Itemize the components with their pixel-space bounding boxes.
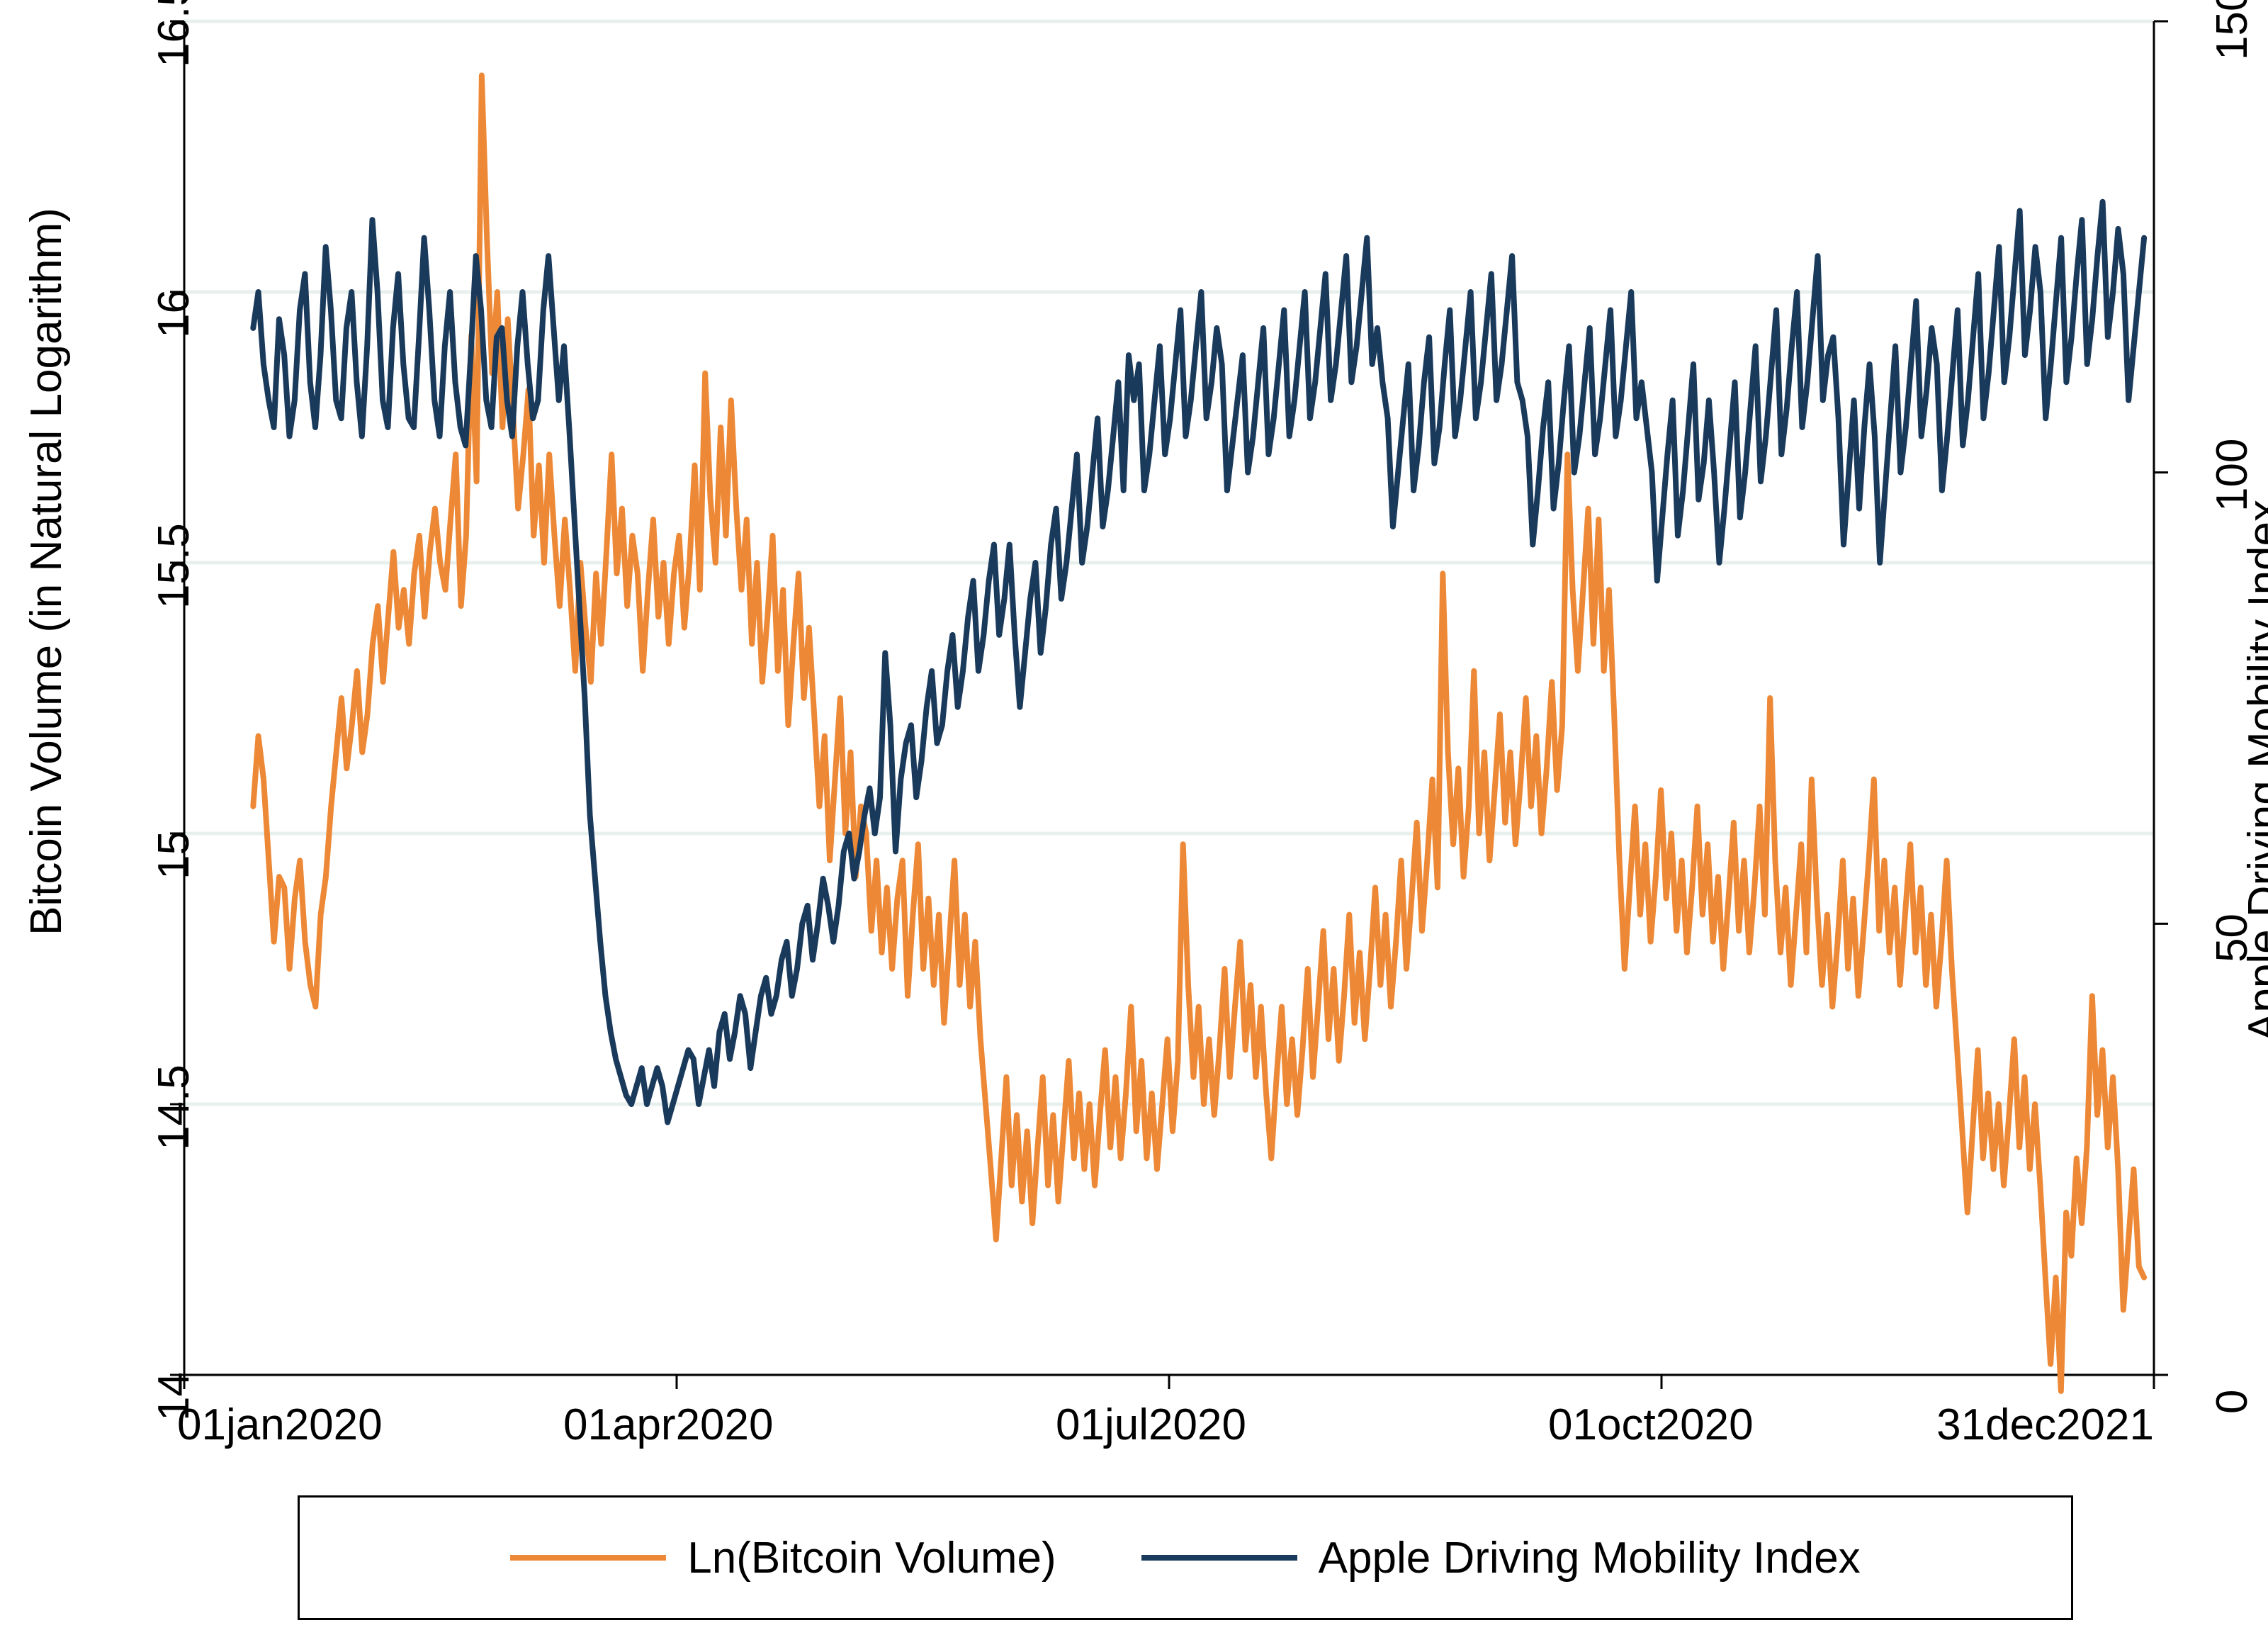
series-bitcoin-volume [253, 75, 2144, 1391]
y-left-tick-label: 15.5 [149, 523, 199, 609]
y-right-tick-label: 0 [2207, 1390, 2257, 1414]
legend: Ln(Bitcoin Volume) Apple Driving Mobilit… [298, 1495, 2073, 1620]
y-left-tick-label: 16.5 [149, 0, 199, 67]
series-layer [253, 75, 2144, 1391]
plot-area [0, 0, 2268, 1635]
y-left-tick-label: 16 [149, 289, 199, 338]
legend-swatch-bitcoin [510, 1555, 666, 1561]
axes-layer [170, 21, 2168, 1389]
y-left-tick-label: 14.5 [149, 1064, 199, 1150]
y-right-tick-label: 50 [2207, 914, 2257, 962]
x-tick-label: 01oct2020 [1548, 1400, 1754, 1450]
chart-container: Bitcoin Volume (in Natural Logarithm) Ap… [0, 0, 2268, 1635]
legend-item-bitcoin: Ln(Bitcoin Volume) [510, 1533, 1056, 1583]
legend-label-apple: Apple Driving Mobility Index [1319, 1533, 1861, 1583]
y-left-tick-label: 15 [149, 831, 199, 880]
x-tick-label: 01apr2020 [563, 1400, 774, 1450]
y-left-axis-title: Bitcoin Volume (in Natural Logarithm) [21, 208, 72, 936]
legend-swatch-apple [1141, 1555, 1297, 1561]
y-right-tick-label: 150 [2207, 0, 2257, 60]
legend-item-apple: Apple Driving Mobility Index [1141, 1533, 1861, 1583]
legend-label-bitcoin: Ln(Bitcoin Volume) [687, 1533, 1056, 1583]
x-tick-label: 01jan2020 [177, 1400, 383, 1450]
x-tick-label: 31dec2021 [1936, 1400, 2154, 1450]
x-tick-label: 01jul2020 [1056, 1400, 1246, 1450]
y-right-tick-label: 100 [2207, 438, 2257, 511]
